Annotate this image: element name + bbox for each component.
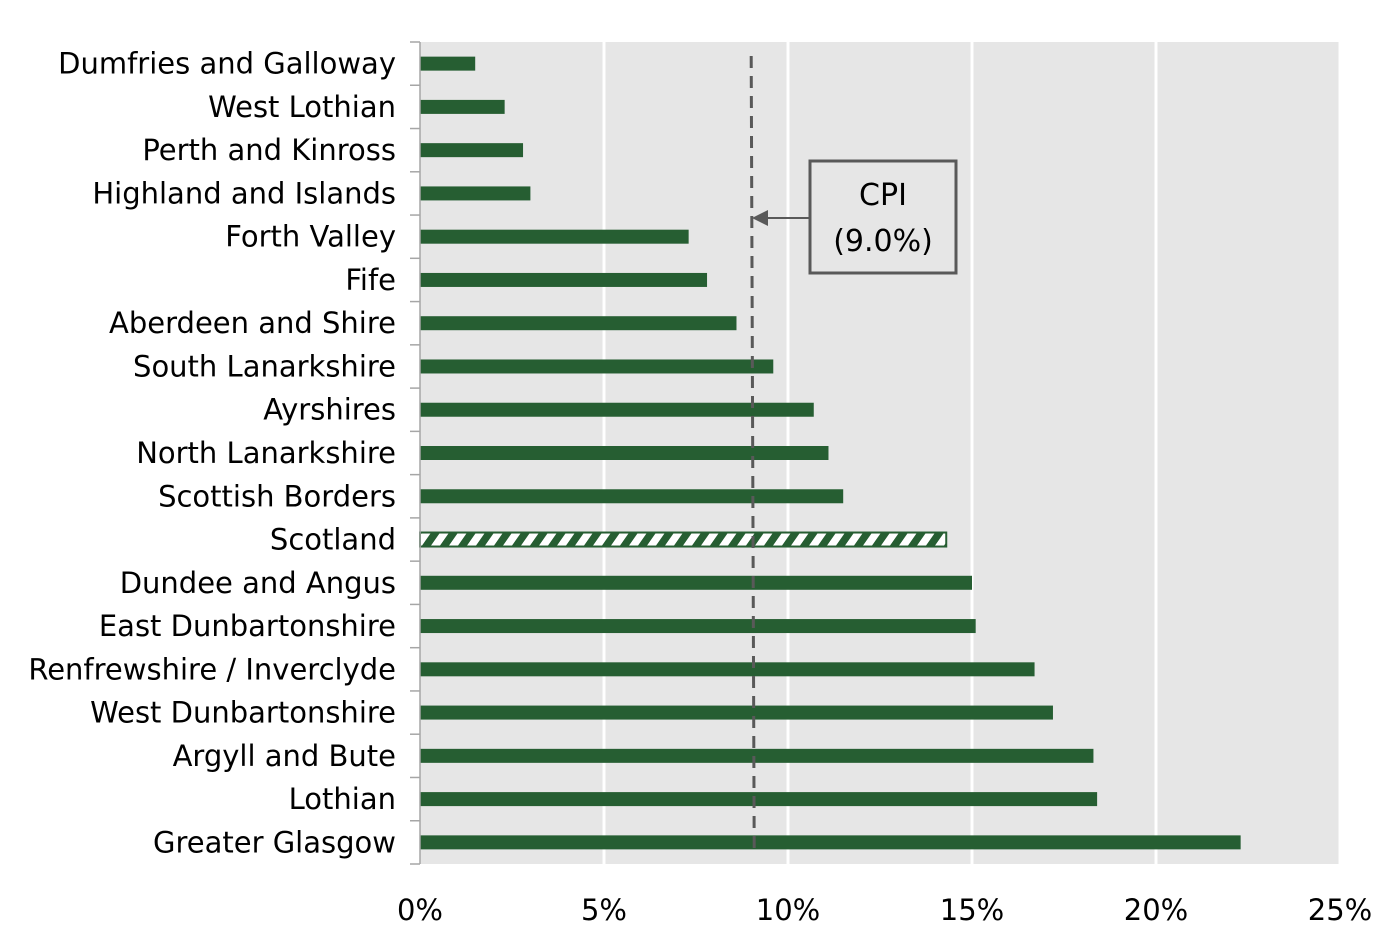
bar [420, 705, 1053, 720]
bar [420, 143, 524, 158]
category-label: Dundee and Angus [120, 566, 396, 600]
bar [420, 792, 1098, 807]
category-label: South Lanarkshire [133, 349, 396, 383]
x-tick-label: 20% [1124, 893, 1188, 927]
category-label: Argyll and Bute [173, 739, 396, 773]
category-label: Perth and Kinross [142, 133, 396, 167]
bar [420, 229, 689, 244]
x-tick-label: 5% [581, 893, 627, 927]
bar [420, 56, 476, 71]
arrow-head-icon [752, 210, 768, 226]
category-label: Scotland [270, 523, 396, 557]
category-label: Greater Glasgow [153, 825, 396, 859]
cpi-annotation: CPI (9.0%) [752, 159, 958, 275]
category-label: West Lothian [208, 90, 396, 124]
bar-scotland [419, 531, 948, 548]
category-label: Scottish Borders [158, 479, 396, 513]
category-label: Highland and Islands [92, 176, 396, 210]
category-label: Lothian [289, 782, 396, 816]
bar [420, 99, 505, 114]
bar [420, 835, 1241, 850]
bar [420, 446, 829, 460]
category-label: Fife [345, 263, 396, 297]
category-label: East Dunbartonshire [99, 609, 396, 643]
bar [420, 402, 814, 417]
bar [420, 186, 531, 201]
x-tick-label: 15% [940, 893, 1004, 927]
cpi-annotation-box [808, 159, 958, 275]
category-label: Aberdeen and Shire [109, 306, 396, 340]
category-label: West Dunbartonshire [90, 696, 396, 730]
category-label: Dumfries and Galloway [58, 47, 396, 81]
bar [420, 316, 737, 331]
bar [420, 619, 976, 634]
category-label: Ayrshires [263, 393, 396, 427]
bar [420, 272, 708, 287]
cpi-annotation-value: (9.0%) [833, 224, 933, 259]
x-tick-label: 25% [1308, 893, 1372, 927]
x-tick-label: 0% [397, 893, 443, 927]
bar [420, 575, 972, 590]
bar [420, 748, 1094, 763]
bar [420, 359, 774, 374]
bar [420, 662, 1035, 677]
bar [420, 489, 844, 504]
x-tick-label: 10% [756, 893, 820, 927]
category-label: Renfrewshire / Inverclyde [28, 652, 396, 686]
cpi-annotation-label: CPI [859, 178, 907, 213]
category-label: North Lanarkshire [136, 436, 396, 470]
cpi-reference-line [749, 55, 756, 849]
category-label: Forth Valley [225, 220, 396, 254]
